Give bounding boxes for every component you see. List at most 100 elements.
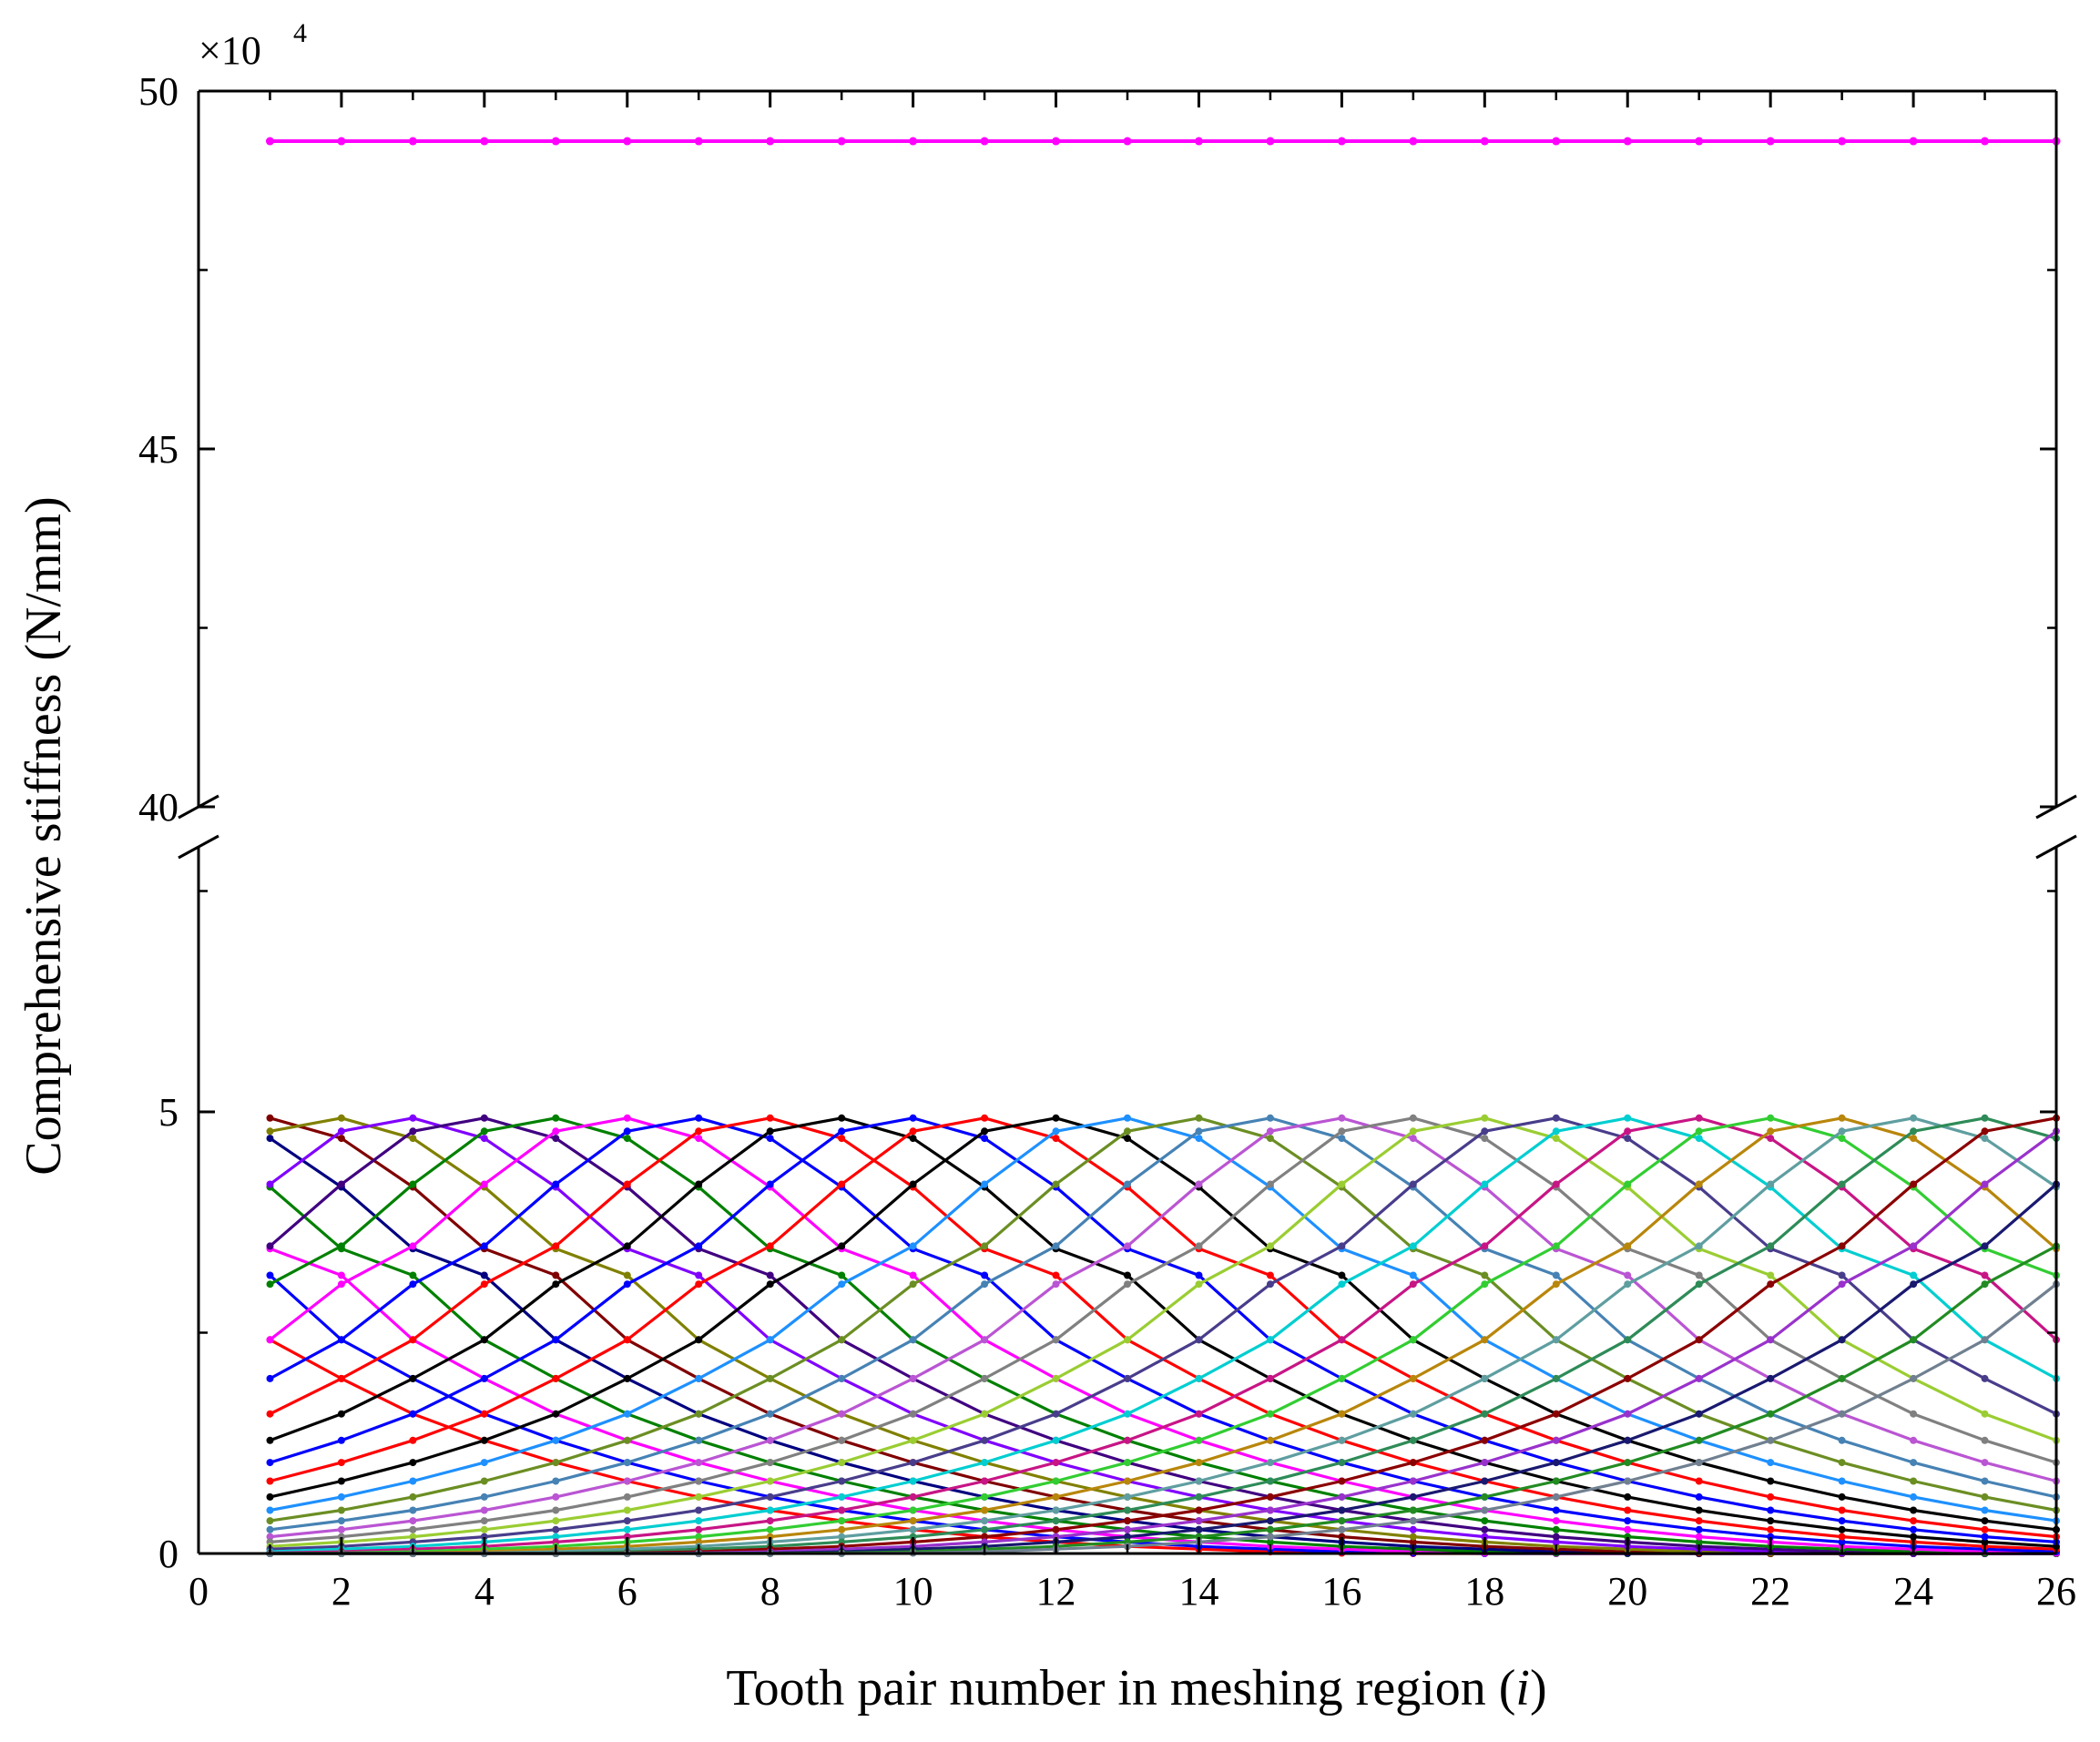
- y-tick-label-lower-0: 0: [158, 1532, 178, 1576]
- total-stiffness-point-13: [1123, 137, 1132, 146]
- series-13-point-9: [909, 1135, 917, 1143]
- series-28-point-15: [1338, 1436, 1346, 1444]
- series-29-point-13: [1195, 1492, 1203, 1501]
- series-25-point-21: [1767, 1135, 1775, 1143]
- series-30-point-13: [1195, 1506, 1203, 1514]
- series-16-point-23: [1910, 1506, 1918, 1514]
- series-24-point-15: [1338, 1280, 1346, 1289]
- series-32-point-22: [1838, 1336, 1846, 1344]
- series-19-point-22: [1838, 1436, 1846, 1444]
- series-3-point-2: [409, 1271, 417, 1279]
- series-26-point-10: [981, 1492, 989, 1501]
- series-16-point-0: [266, 1492, 274, 1501]
- series-16-point-10: [981, 1127, 989, 1136]
- series-10-point-3: [480, 1180, 488, 1188]
- series-24-point-9: [909, 1477, 917, 1485]
- series-21-point-20: [1695, 1271, 1703, 1279]
- series-25-point-9: [909, 1492, 917, 1501]
- series-16-point-2: [409, 1459, 417, 1467]
- series-13-point-5: [623, 1242, 631, 1250]
- series-30-point-21: [1767, 1280, 1775, 1289]
- series-13-point-1: [337, 1410, 345, 1418]
- series-17-point-21: [1767, 1459, 1775, 1467]
- series-28-point-17: [1481, 1374, 1489, 1382]
- series-17-point-5: [623, 1410, 631, 1418]
- series-17-point-9: [909, 1242, 917, 1250]
- series-20-point-13: [1195, 1180, 1203, 1188]
- series-19-point-10: [981, 1280, 989, 1289]
- series-12-point-1: [337, 1374, 345, 1382]
- series-17-point-7: [766, 1336, 774, 1344]
- series-22-point-15: [1338, 1180, 1346, 1188]
- series-13-point-4: [552, 1280, 560, 1289]
- series-23-point-16: [1409, 1180, 1417, 1188]
- x-tick-label-12: 24: [1893, 1569, 1933, 1614]
- series-22-point-12: [1124, 1336, 1131, 1344]
- y-multiplier-exponent: 4: [293, 18, 307, 48]
- series-31-point-19: [1624, 1410, 1632, 1418]
- series-layer: [265, 137, 2061, 1557]
- series-16-point-22: [1838, 1492, 1846, 1501]
- series-8-point-4: [552, 1135, 560, 1143]
- series-22-point-2: [409, 1533, 417, 1541]
- series-18-point-8: [838, 1336, 846, 1344]
- series-24-point-8: [838, 1492, 846, 1501]
- series-33-point-15: [1338, 1517, 1346, 1525]
- series-23-point-15: [1338, 1242, 1346, 1250]
- series-20-point-3: [480, 1506, 488, 1514]
- series-line-18: [270, 1116, 2057, 1523]
- total-stiffness-point-25: [1981, 137, 1990, 146]
- series-12-point-3: [480, 1280, 488, 1289]
- series-11-point-2: [409, 1280, 417, 1289]
- axes-frame: [178, 89, 2077, 1555]
- series-13-point-12: [1124, 1271, 1131, 1279]
- series-23-point-13: [1195, 1336, 1203, 1344]
- series-line-11: [269, 1116, 2057, 1554]
- series-13-point-22: [1838, 1525, 1846, 1533]
- series-12-point-19: [1624, 1506, 1632, 1514]
- series-19-point-6: [695, 1436, 703, 1444]
- total-stiffness-point-5: [551, 137, 560, 146]
- series-28-point-13: [1195, 1477, 1203, 1485]
- series-6-point-0: [266, 1127, 274, 1136]
- series-17-point-11: [1052, 1127, 1060, 1136]
- series-17-point-2: [409, 1477, 417, 1485]
- series-10-point-18: [1552, 1517, 1560, 1525]
- series-29-point-23: [1910, 1127, 1918, 1136]
- series-18-point-1: [337, 1506, 345, 1514]
- series-23-point-4: [552, 1525, 560, 1533]
- series-25-point-18: [1552, 1180, 1560, 1188]
- series-22-point-4: [552, 1517, 560, 1525]
- series-18-point-22: [1838, 1459, 1846, 1467]
- series-16-point-24: [1981, 1517, 1989, 1525]
- series-14-point-6: [695, 1242, 703, 1250]
- series-21-point-14: [1266, 1180, 1274, 1188]
- series-28-point-24: [1981, 1135, 1989, 1143]
- series-7-point-16: [1409, 1525, 1417, 1533]
- series-28-point-12: [1124, 1492, 1131, 1501]
- series-29-point-12: [1124, 1506, 1131, 1514]
- total-stiffness-point-2: [337, 137, 346, 146]
- series-4-point-0: [266, 1135, 274, 1143]
- series-15-point-4: [552, 1374, 560, 1382]
- series-17-point-12: [1124, 1114, 1131, 1122]
- series-26-point-13: [1195, 1436, 1203, 1444]
- series-18-point-12: [1124, 1127, 1131, 1136]
- series-9-point-0: [266, 1280, 274, 1289]
- series-22-point-10: [981, 1410, 989, 1418]
- series-15-point-23: [1910, 1517, 1918, 1525]
- series-29-point-21: [1767, 1242, 1775, 1250]
- series-22-point-21: [1767, 1271, 1775, 1279]
- total-stiffness-point-16: [1337, 137, 1346, 146]
- x-tick-label-11: 22: [1750, 1569, 1790, 1614]
- series-25-point-17: [1481, 1242, 1489, 1250]
- series-24-point-18: [1552, 1127, 1560, 1136]
- series-31-point-17: [1481, 1459, 1489, 1467]
- series-9-point-4: [552, 1114, 560, 1122]
- total-stiffness-point-1: [265, 137, 274, 146]
- series-18-point-0: [266, 1517, 274, 1525]
- series-8-point-1: [337, 1180, 345, 1188]
- series-8-point-0: [266, 1242, 274, 1250]
- series-32-point-16: [1409, 1492, 1417, 1501]
